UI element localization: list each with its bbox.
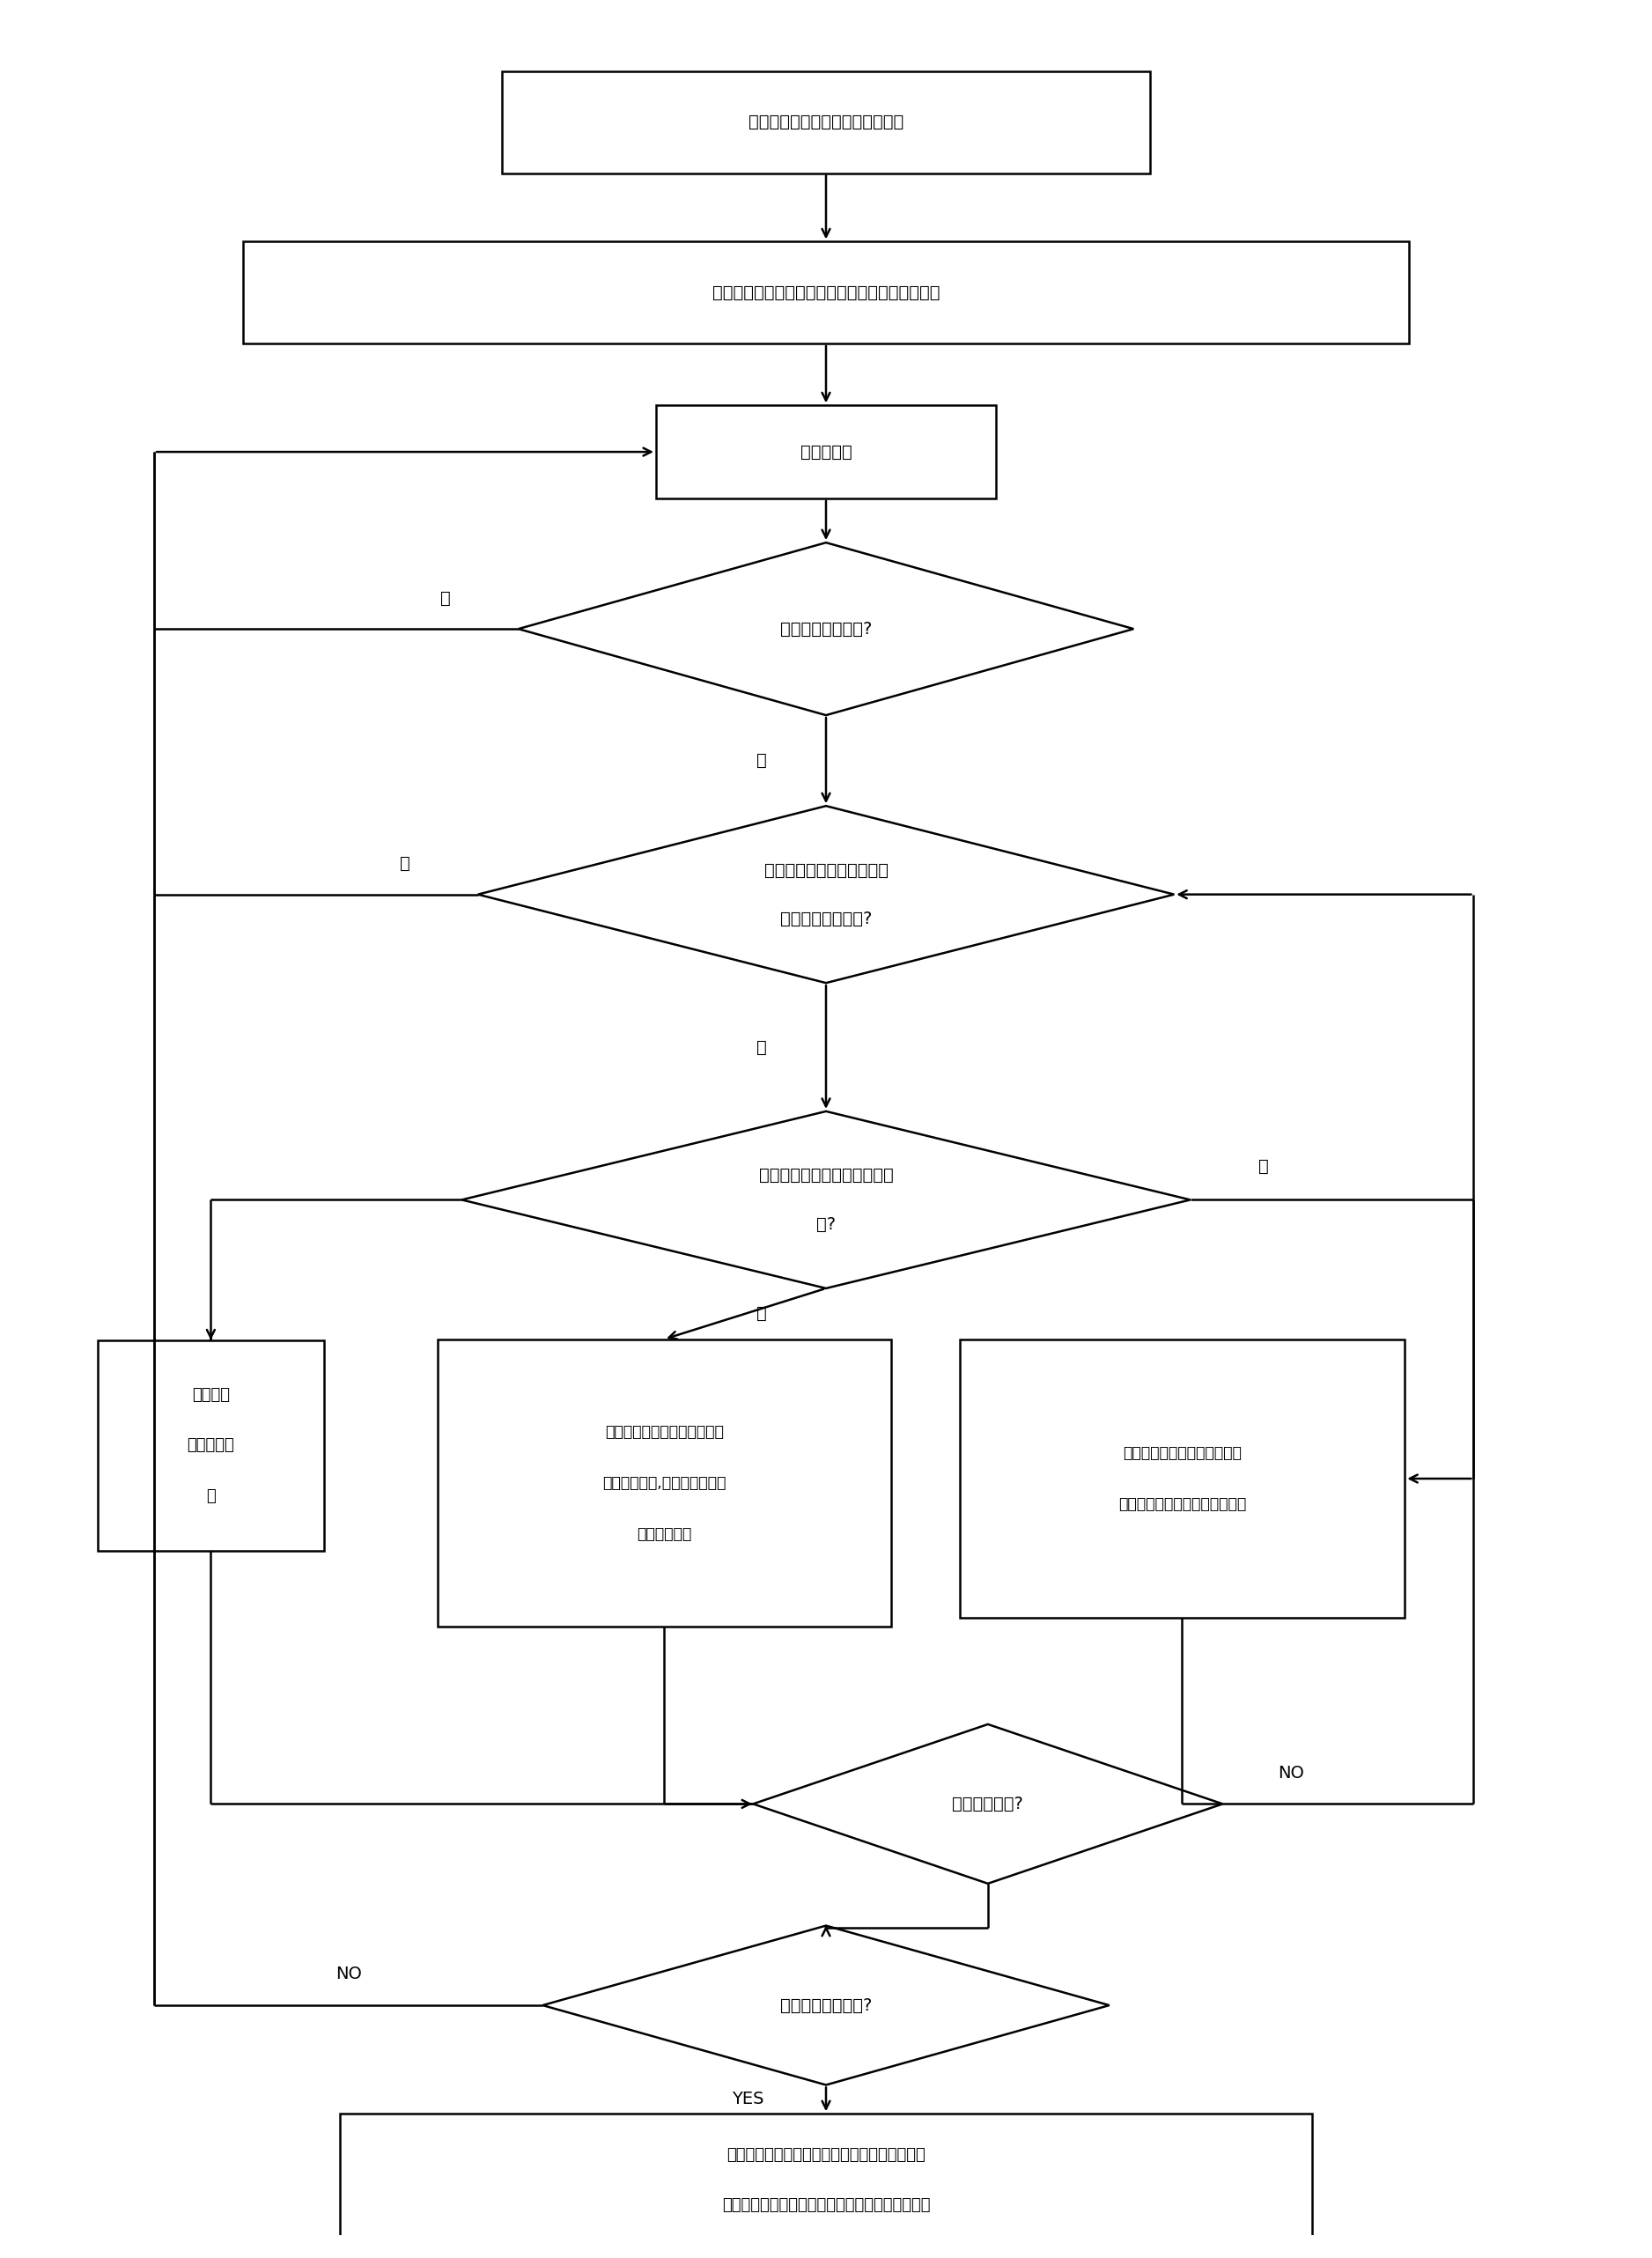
- Text: 是否第一次和前面连通直线连: 是否第一次和前面连通直线连: [758, 1167, 894, 1183]
- Polygon shape: [753, 1725, 1222, 1883]
- Bar: [502, 72, 1150, 174]
- Text: 与前一行的连通直线逐个进: 与前一行的连通直线逐个进: [763, 863, 889, 878]
- Text: 行比较，且不连通?: 行比较，且不连通?: [780, 910, 872, 928]
- Text: 记: 记: [206, 1488, 215, 1504]
- Text: 将其接在前一行连通直线所在: 将其接在前一行连通直线所在: [605, 1425, 724, 1441]
- Text: 体的标记，为该连通直线的标记: 体的标记，为该连通直线的标记: [1118, 1497, 1246, 1513]
- Text: 数，数目最多者的标记对应的连通域为最大连通域: 数，数目最多者的标记对应的连通域为最大连通域: [722, 2197, 930, 2213]
- Text: 扫描第一行，根据连通直线创建连通体，分配标记: 扫描第一行，根据连通直线创建连通体，分配标记: [712, 285, 940, 300]
- Text: 所有行扫是否结束?: 所有行扫是否结束?: [780, 1996, 872, 2014]
- Text: 行扫是否结束?: 行扫是否结束?: [952, 1795, 1024, 1813]
- Text: 创建连通: 创建连通: [192, 1386, 230, 1402]
- Text: 是否存在连通直线?: 是否存在连通直线?: [780, 621, 872, 637]
- Text: 否: 否: [400, 856, 410, 872]
- Text: 是: 是: [757, 1305, 767, 1323]
- Text: 连通体的末端,标记为上一行连: 连通体的末端,标记为上一行连: [603, 1474, 725, 1490]
- Polygon shape: [461, 1111, 1189, 1289]
- Bar: [340, 2113, 1312, 2247]
- Bar: [960, 1339, 1404, 1619]
- Text: 通直线的标记: 通直线的标记: [636, 1526, 692, 1542]
- Text: 是: 是: [757, 1039, 767, 1054]
- Text: 否: 否: [441, 589, 451, 607]
- Bar: [656, 406, 996, 499]
- Bar: [438, 1339, 890, 1626]
- Text: 设置上一行连通直线所在连通: 设置上一行连通直线所在连通: [1123, 1445, 1242, 1461]
- Text: 否: 否: [1257, 1158, 1269, 1174]
- Text: NO: NO: [335, 1967, 362, 1983]
- Bar: [97, 1341, 324, 1551]
- Text: 是: 是: [757, 752, 767, 770]
- Polygon shape: [519, 542, 1133, 716]
- Bar: [243, 242, 1409, 343]
- Polygon shape: [542, 1926, 1110, 2084]
- Text: 定义连通体和连通直线的数据结构: 定义连通体和连通直线的数据结构: [748, 113, 904, 131]
- Text: YES: YES: [732, 2091, 765, 2107]
- Text: 遍历所有不同的标记，统计每个标记对应的像素: 遍历所有不同的标记，统计每个标记对应的像素: [727, 2147, 925, 2163]
- Text: 通?: 通?: [816, 1215, 836, 1233]
- Text: 打描下一行: 打描下一行: [800, 443, 852, 461]
- Text: 体，分配标: 体，分配标: [187, 1438, 235, 1454]
- Text: NO: NO: [1277, 1763, 1303, 1782]
- Polygon shape: [477, 806, 1175, 982]
